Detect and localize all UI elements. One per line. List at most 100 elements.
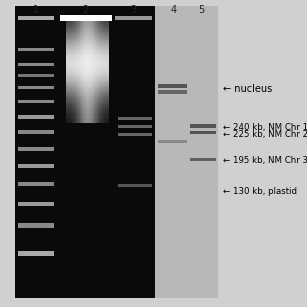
Bar xyxy=(155,6,218,298)
Bar xyxy=(66,86,109,87)
Bar xyxy=(66,59,109,60)
Text: 3: 3 xyxy=(130,5,137,15)
Bar xyxy=(66,38,109,40)
Bar xyxy=(18,130,54,134)
Bar xyxy=(66,84,109,86)
Bar xyxy=(66,21,67,123)
Bar xyxy=(66,30,109,32)
Bar xyxy=(72,21,73,123)
Bar xyxy=(100,21,101,123)
Bar xyxy=(18,164,54,168)
Bar xyxy=(118,117,152,120)
Bar xyxy=(66,92,109,94)
Text: 5: 5 xyxy=(198,5,204,15)
Bar xyxy=(66,71,109,72)
Bar xyxy=(66,118,109,119)
Text: ← 225 kb, NM Chr 2: ← 225 kb, NM Chr 2 xyxy=(223,130,307,139)
Bar xyxy=(66,52,109,53)
Bar xyxy=(66,67,109,69)
Bar xyxy=(66,21,109,23)
Bar xyxy=(106,21,107,123)
Bar xyxy=(190,158,216,161)
Text: 1: 1 xyxy=(33,5,39,15)
Bar xyxy=(71,21,72,123)
Bar xyxy=(69,21,70,123)
Bar xyxy=(66,121,109,123)
Bar xyxy=(66,26,109,28)
Bar xyxy=(60,15,112,21)
Bar xyxy=(118,125,152,128)
Bar xyxy=(66,111,109,113)
Bar xyxy=(93,21,94,123)
Bar xyxy=(80,21,81,123)
Bar xyxy=(77,21,78,123)
Bar xyxy=(104,21,105,123)
Bar xyxy=(66,94,109,96)
Bar xyxy=(75,21,76,123)
Bar xyxy=(88,21,89,123)
Text: ← 240 kb, NM Chr 1: ← 240 kb, NM Chr 1 xyxy=(223,123,307,132)
Bar xyxy=(85,21,86,123)
Bar xyxy=(102,21,103,123)
Bar xyxy=(66,28,109,30)
Bar xyxy=(18,202,54,206)
Bar xyxy=(18,182,54,186)
Bar xyxy=(83,21,84,123)
Bar xyxy=(118,184,152,187)
Bar xyxy=(18,86,54,89)
Bar xyxy=(78,21,79,123)
Bar xyxy=(66,65,109,67)
Bar xyxy=(66,57,109,59)
Text: ← nucleus: ← nucleus xyxy=(223,84,272,94)
Bar xyxy=(158,140,187,142)
Bar xyxy=(66,35,109,37)
Bar xyxy=(66,25,109,26)
Bar xyxy=(18,16,54,20)
Bar xyxy=(66,91,109,92)
Bar xyxy=(66,77,109,79)
Bar xyxy=(103,21,104,123)
Bar xyxy=(66,76,109,77)
Bar xyxy=(68,21,69,123)
Text: 2: 2 xyxy=(82,5,88,15)
Bar xyxy=(101,21,102,123)
Bar xyxy=(84,21,85,123)
Bar xyxy=(105,21,106,123)
Bar xyxy=(190,131,216,134)
Bar xyxy=(18,74,54,76)
Bar xyxy=(66,116,109,118)
Bar xyxy=(118,133,152,136)
Bar xyxy=(73,21,74,123)
Bar xyxy=(91,21,92,123)
Bar xyxy=(66,87,109,89)
Bar xyxy=(66,119,109,121)
Bar xyxy=(66,69,109,71)
Bar xyxy=(66,45,109,47)
Bar xyxy=(66,81,109,82)
Bar xyxy=(66,55,109,57)
Bar xyxy=(66,60,109,62)
Bar xyxy=(18,223,54,228)
Bar xyxy=(66,104,109,106)
Bar xyxy=(107,21,108,123)
Text: ← 195 kb, NM Chr 3: ← 195 kb, NM Chr 3 xyxy=(223,156,307,165)
Bar xyxy=(66,101,109,103)
Bar xyxy=(66,33,109,35)
Bar xyxy=(66,49,109,50)
Bar xyxy=(66,98,109,99)
Bar xyxy=(99,21,100,123)
Bar xyxy=(76,21,77,123)
Bar xyxy=(66,53,109,55)
Bar xyxy=(95,21,96,123)
Bar xyxy=(66,62,109,64)
Bar xyxy=(190,124,216,128)
Bar xyxy=(66,74,109,76)
Bar xyxy=(74,21,75,123)
Bar xyxy=(87,21,88,123)
Bar xyxy=(66,106,109,107)
Bar xyxy=(98,21,99,123)
Bar xyxy=(66,108,109,109)
Bar xyxy=(66,40,109,42)
Bar xyxy=(86,21,87,123)
Bar xyxy=(66,23,109,25)
